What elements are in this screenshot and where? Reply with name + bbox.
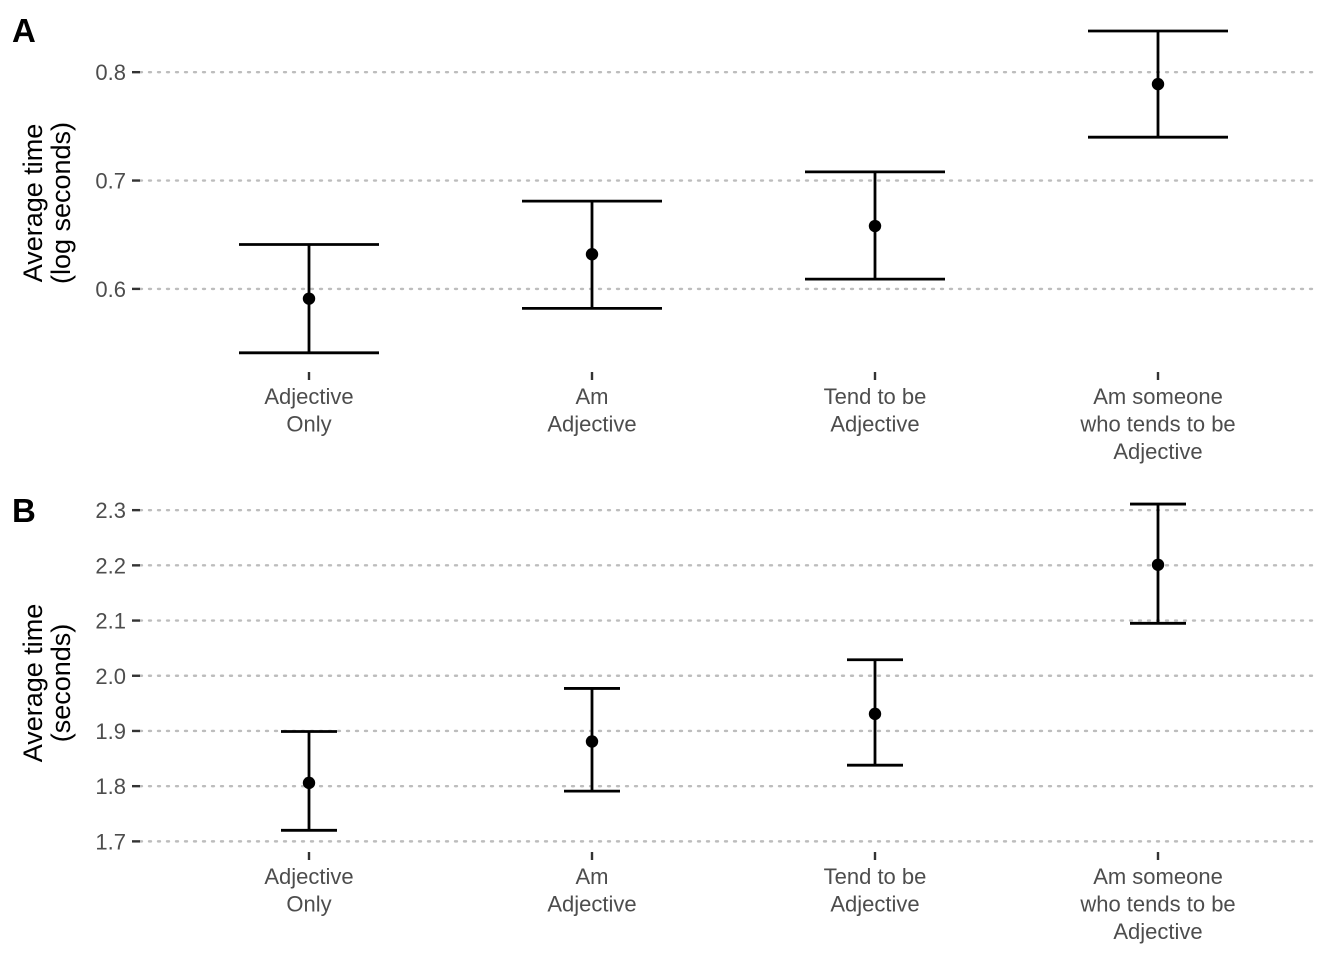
y-tick-label: 2.2 xyxy=(95,553,126,578)
panel-tag-label: A xyxy=(12,12,36,49)
panel-tag-label: B xyxy=(12,492,36,529)
x-tick-label-line: Am someone xyxy=(1093,864,1223,889)
x-tick-label-line: who tends to be xyxy=(1079,412,1235,437)
data-point xyxy=(302,776,316,790)
x-tick-label: Adjective Only xyxy=(264,864,353,917)
y-axis-title: Average time(log seconds) xyxy=(18,122,76,284)
x-tick-label-line: Adjective xyxy=(264,864,353,889)
y-tick-label: 1.7 xyxy=(95,829,126,854)
x-tick-label: Adjective Only xyxy=(264,384,353,437)
x-tick-label-line: Am xyxy=(576,864,609,889)
data-point xyxy=(302,292,316,305)
x-tick-label: Tend to be Adjective xyxy=(824,384,927,437)
x-tick-label-line: Tend to be xyxy=(824,384,927,409)
x-tick-label-line: Adjective xyxy=(830,412,919,437)
y-axis-title-line: Average time xyxy=(18,604,48,763)
data-point xyxy=(868,707,882,721)
y-tick-label: 2.1 xyxy=(95,609,126,634)
x-tick-label: Tend to be Adjective xyxy=(824,864,927,917)
panel-b: B 1.7 1.8 1.9 2.0 2.1 2.2 2.3 Average time(secon… xyxy=(12,492,1318,944)
data-point xyxy=(868,219,882,233)
x-tick-label-line: Am xyxy=(576,384,609,409)
panel-a: A 0.6 0.7 0.8 Average time(log seconds) Adjec… xyxy=(12,12,1318,464)
y-axis-title-line: (seconds) xyxy=(46,624,76,743)
x-tick-label-line: who tends to be xyxy=(1079,892,1235,917)
x-tick-label: Am someone who tends to be Adjective xyxy=(1079,384,1235,464)
data-point xyxy=(1151,77,1165,91)
x-tick-label-line: Adjective xyxy=(264,384,353,409)
x-tick-label: Am someone who tends to be Adjective xyxy=(1079,864,1235,944)
data-point xyxy=(585,735,599,748)
y-tick-label: 2.0 xyxy=(95,664,126,689)
y-tick-label: 1.8 xyxy=(95,774,126,799)
x-tick-label-line: Adjective xyxy=(830,892,919,917)
data-point xyxy=(1151,558,1165,571)
y-axis-title-line: (log seconds) xyxy=(46,122,76,284)
y-tick-label: 0.7 xyxy=(95,169,126,194)
x-tick-label-line: Tend to be xyxy=(824,864,927,889)
x-tick-label-line: Only xyxy=(286,892,331,917)
x-tick-label: Am Adjective xyxy=(547,864,636,917)
y-tick-label: 0.6 xyxy=(95,277,126,302)
y-axis-title: Average time(seconds) xyxy=(18,604,76,763)
x-tick-label-line: Adjective xyxy=(547,892,636,917)
y-axis-title-line: Average time xyxy=(18,124,48,283)
x-tick-label-line: Adjective xyxy=(547,412,636,437)
x-tick-label-line: Adjective xyxy=(1113,439,1202,464)
y-tick-label: 2.3 xyxy=(95,498,126,523)
x-tick-label-line: Only xyxy=(286,412,331,437)
data-point xyxy=(585,248,599,261)
x-tick-label-line: Am someone xyxy=(1093,384,1223,409)
y-tick-label: 1.9 xyxy=(95,719,126,744)
y-tick-label: 0.8 xyxy=(95,60,126,85)
x-tick-label: Am Adjective xyxy=(547,384,636,437)
x-tick-label-line: Adjective xyxy=(1113,919,1202,944)
